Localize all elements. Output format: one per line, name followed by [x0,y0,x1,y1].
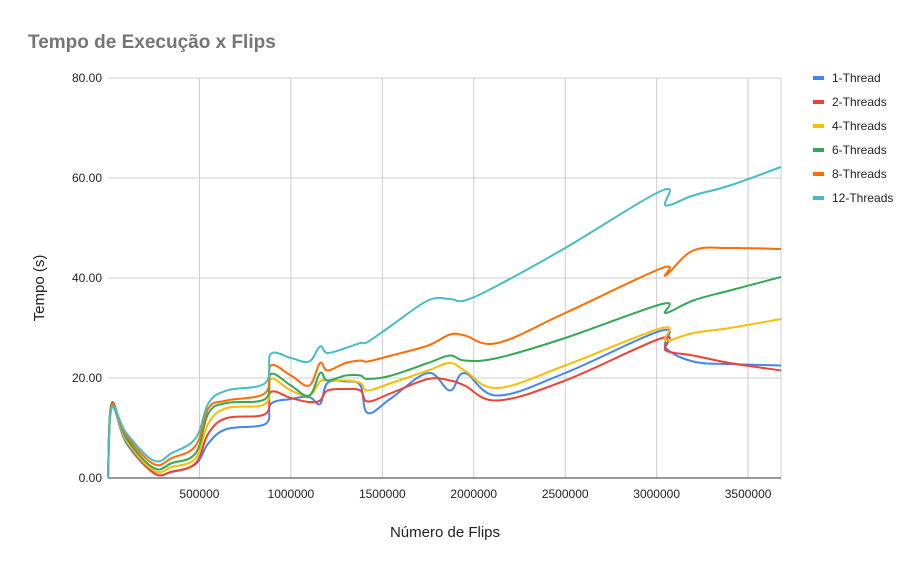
y-tick-label: 80.00 [72,71,102,85]
x-tick-label: 3500000 [725,487,772,501]
y-tick-label: 0.00 [79,471,103,485]
x-tick-label: 2000000 [450,487,497,501]
x-axis-title: Número de Flips [390,524,500,541]
x-tick-label: 1500000 [359,487,406,501]
legend-label-12-threads: 12-Threads [832,191,893,205]
y-axis-title: Tempo (s) [31,255,48,322]
y-tick-label: 40.00 [72,271,102,285]
series-line-12-threads [107,166,782,479]
x-tick-label: 3000000 [633,487,680,501]
legend-label-6-threads: 6-Threads [832,143,887,157]
series-lines [107,166,782,479]
series-line-8-threads [107,246,782,479]
series-line-2-threads [107,335,782,479]
x-tick-label: 1000000 [268,487,315,501]
y-tick-label: 20.00 [72,371,102,385]
legend-label-1-thread: 1-Thread [832,71,881,85]
x-tick-label: 500000 [179,487,219,501]
legend: 1-Thread 2-Threads 4-Threads 6-Threads 8-Thr… [813,71,893,205]
legend-label-8-threads: 8-Threads [832,167,887,181]
y-axis-ticks: 0.00 20.00 40.00 60.00 80.00 [72,71,102,485]
x-axis-ticks: 500000 1000000 1500000 2000000 2500000 300000… [179,487,771,501]
series-line-6-threads [107,276,782,479]
legend-label-4-threads: 4-Threads [832,119,887,133]
series-line-4-threads [107,318,782,479]
x-tick-label: 2500000 [542,487,589,501]
legend-label-2-threads: 2-Threads [832,95,887,109]
chart-title: Tempo de Execução x Flips [28,32,276,53]
grid-lines [108,77,782,478]
y-tick-label: 60.00 [72,171,102,185]
